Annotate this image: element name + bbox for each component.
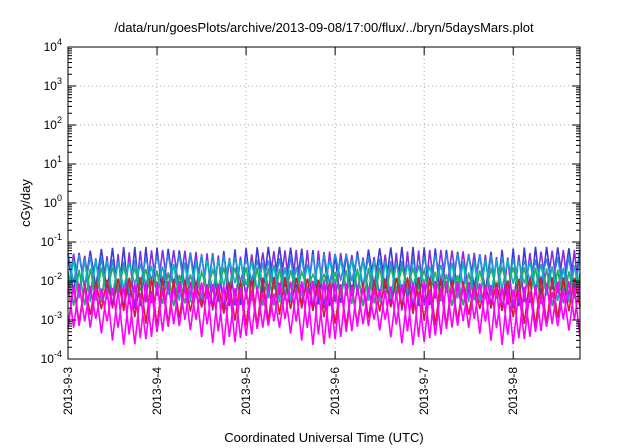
- x-tick-label: 2013-9-4: [150, 367, 164, 415]
- y-tick-label: 104: [44, 37, 62, 54]
- x-tick-label: 2013-9-3: [61, 367, 75, 415]
- x-axis-label: Coordinated Universal Time (UTC): [224, 430, 423, 445]
- chart-title: /data/run/goesPlots/archive/2013-09-08/1…: [114, 20, 534, 35]
- axis-ticks: 10-4 10-3 10-2 10-1 100 101 102 103 104 2013-9-3 2…: [41, 37, 580, 415]
- y-tick-label: 101: [44, 154, 62, 171]
- x-tick-label: 2013-9-6: [328, 367, 342, 415]
- y-tick-label: 10-1: [41, 232, 62, 249]
- series-group: [67, 246, 581, 346]
- y-tick-label: 103: [44, 76, 62, 93]
- y-tick-label: 102: [44, 115, 62, 132]
- y-tick-label: 10-3: [41, 310, 62, 327]
- y-tick-label: 10-2: [41, 271, 62, 288]
- series-line: [67, 277, 581, 327]
- x-tick-label: 2013-9-8: [506, 367, 520, 415]
- y-tick-label: 100: [44, 193, 62, 210]
- y-tick-label: 10-4: [41, 349, 62, 366]
- series-line: [67, 280, 581, 339]
- y-axis-label: cGy/day: [18, 179, 33, 227]
- x-tick-label: 2013-9-7: [417, 367, 431, 415]
- x-tick-label: 2013-9-5: [239, 367, 253, 415]
- series-line: [67, 285, 581, 346]
